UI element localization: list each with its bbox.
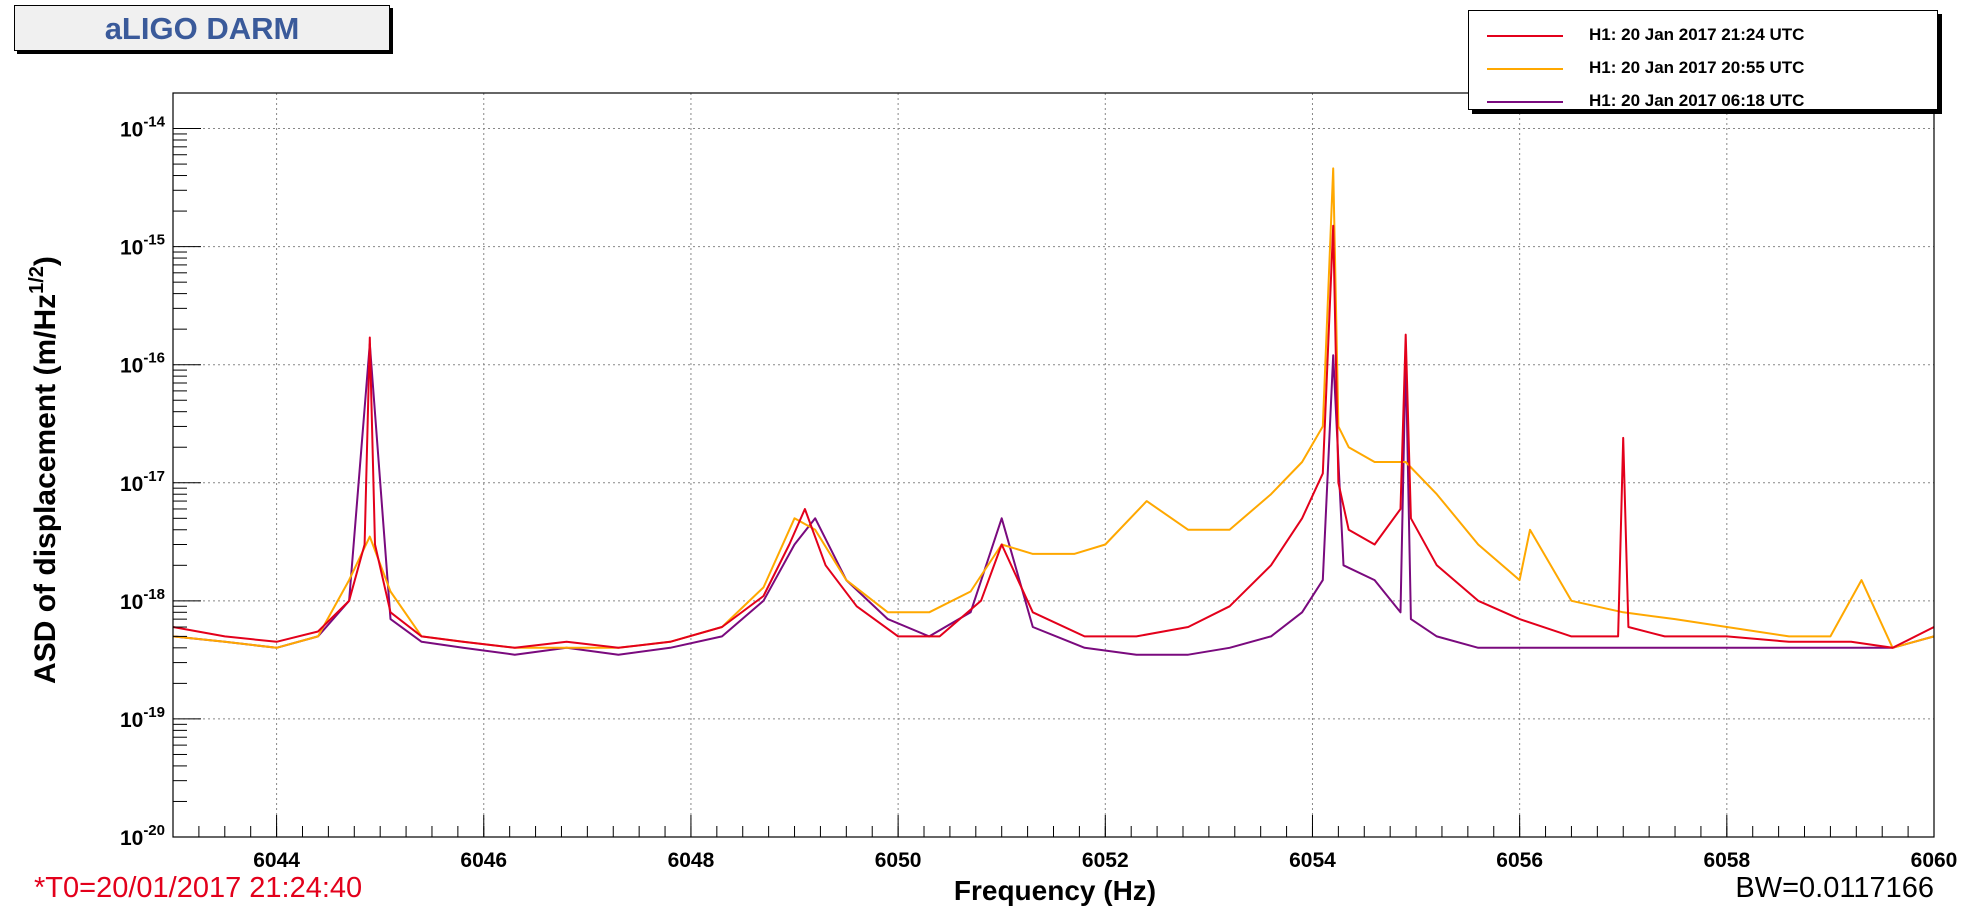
x-tick-label: 6052 [1082,849,1129,872]
x-tick-label: 6046 [460,849,507,872]
legend-swatch-purple [1487,101,1563,103]
y-tick-label: 10-16 [120,350,165,378]
series-group [172,167,1935,656]
legend-label: H1: 20 Jan 2017 21:24 UTC [1589,25,1805,44]
plot-grid [173,93,1935,838]
series-line-2 [172,342,1935,656]
x-axis-label: Frequency (Hz) [954,875,1156,906]
x-tick-label: 6058 [1703,849,1750,872]
legend-label: H1: 20 Jan 2017 06:18 UTC [1589,91,1805,110]
x-tick-label: 6054 [1289,849,1336,872]
chart-title: aLIGO DARM [14,5,390,51]
y-tick-label: 10-15 [120,232,165,260]
x-tick-label: 6048 [668,849,715,872]
legend-label: H1: 20 Jan 2017 20:55 UTC [1589,58,1805,77]
t0-timestamp: *T0=20/01/2017 21:24:40 [34,872,363,904]
legend-swatch-red [1487,35,1563,37]
y-tick-label: 10-19 [120,704,165,732]
y-axis-label: ASD of displacement (m/Hz1/2) [26,256,62,684]
x-tick-label: 6044 [253,849,300,872]
legend-item: H1: 20 Jan 2017 21:24 UTC [1469,20,1937,50]
y-tick-label: 10-17 [120,468,165,496]
legend-swatch-orange [1487,68,1563,70]
x-tick-label: 6050 [875,849,922,872]
y-tick-label: 10-20 [120,822,165,850]
bandwidth-readout: BW=0.0117166 [1735,872,1934,904]
legend-item: H1: 20 Jan 2017 20:55 UTC [1469,53,1937,83]
x-tick-label: 6056 [1496,849,1543,872]
series-line-1 [172,167,1935,649]
x-tick-label: 6060 [1911,849,1958,872]
series-line-0 [172,224,1935,649]
legend: H1: 20 Jan 2017 21:24 UTC H1: 20 Jan 201… [1468,10,1938,110]
plot-axes: 6044 6046 6048 6050 6052 6054 6056 6058 6060 10-2… [120,92,1958,872]
plot-frame [172,92,1935,838]
legend-item: H1: 20 Jan 2017 06:18 UTC [1469,86,1937,116]
y-tick-label: 10-14 [120,114,166,142]
y-tick-label: 10-18 [120,586,165,614]
